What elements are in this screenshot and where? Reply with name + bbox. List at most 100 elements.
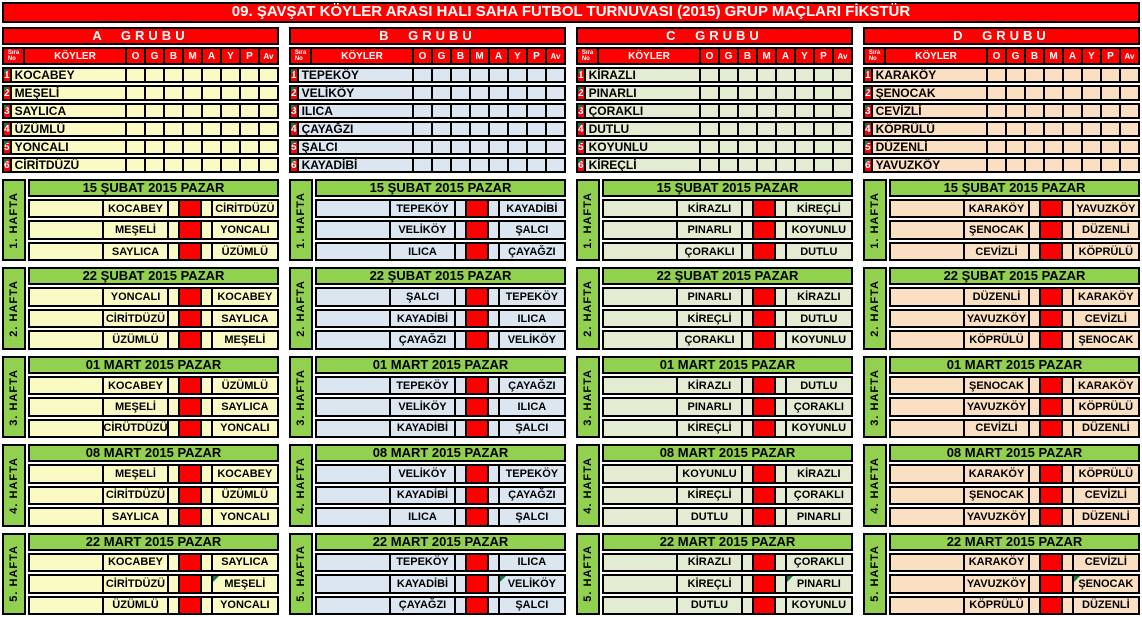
- away-score-cell: [199, 466, 211, 482]
- stat-cell-p: [526, 87, 545, 99]
- match-date-header: 01 MART 2015 PAZAR: [315, 355, 566, 374]
- empty-cell: [604, 554, 677, 571]
- stat-cell-av: [258, 141, 277, 153]
- empty-cell: [604, 487, 677, 504]
- empty-cell: [604, 377, 677, 394]
- stat-cell-g: [144, 69, 163, 81]
- away-score-cell: [1060, 377, 1072, 394]
- stat-cell-av: [832, 159, 851, 171]
- stat-cell-av: [832, 141, 851, 153]
- stat-cell-y: [507, 105, 526, 117]
- empty-cell: [30, 243, 103, 260]
- home-team-cell: YONCALI: [102, 289, 167, 305]
- col-header-koyler: KÖYLER: [597, 49, 699, 63]
- stat-cell-g: [1005, 87, 1024, 99]
- sira-label: Sıra: [868, 50, 881, 56]
- away-score-cell: [486, 554, 498, 571]
- match-row: ÜZÜMLÜ YONCALI: [28, 595, 279, 615]
- home-team-cell: KÖPRÜLÜ: [963, 332, 1028, 348]
- stat-cell-g: [1005, 141, 1024, 153]
- stat-cell-p: [1100, 123, 1119, 135]
- week-label-column: 4. HAFTA: [863, 444, 887, 527]
- standings-team-row: 5 YONCALI: [2, 139, 279, 155]
- home-score-cell: [166, 289, 178, 305]
- week-body: 22 MART 2015 PAZAR KOCABEY SAYLICA CİRİT…: [28, 532, 279, 615]
- home-score-cell: [453, 377, 465, 394]
- home-score-cell: [740, 310, 752, 327]
- match-row: ÇAYAĞZI VELİKÖY: [315, 330, 566, 350]
- stat-cell-a: [201, 123, 220, 135]
- away-team-cell: DUTLU: [784, 310, 851, 327]
- match-row: YAVUZKÖY CEVİZLİ: [889, 308, 1140, 329]
- home-score-cell: [453, 554, 465, 571]
- week-label-column: 1. HAFTA: [289, 179, 313, 262]
- away-score-cell: [773, 201, 785, 217]
- home-score-cell: [740, 597, 752, 613]
- stat-cell-m: [1043, 105, 1062, 117]
- stat-cell-av: [545, 159, 564, 171]
- home-team-cell: MEŞELİ: [102, 466, 167, 482]
- team-name-cell: ŞENOCAK: [870, 87, 986, 99]
- col-header-koyler: KÖYLER: [884, 49, 986, 63]
- col-header-av: Av: [545, 49, 564, 63]
- away-score-cell: [1060, 289, 1072, 305]
- match-row: YAVUZKÖY KÖPRÜLÜ: [889, 397, 1140, 417]
- stat-cell-o: [699, 141, 718, 153]
- score-separator-cell: [1038, 310, 1061, 327]
- col-header-p: P: [239, 49, 258, 63]
- away-score-cell: [1060, 597, 1072, 613]
- stat-cell-b: [737, 123, 756, 135]
- col-header-b: B: [450, 49, 469, 63]
- standings-team-row: 6 YAVUZKÖY: [863, 157, 1140, 173]
- stat-cell-av: [1119, 87, 1138, 99]
- away-team-cell: KİRAZLI: [784, 289, 851, 305]
- week-label: 2. HAFTA: [295, 280, 307, 337]
- home-score-cell: [740, 377, 752, 394]
- empty-cell: [30, 576, 103, 592]
- col-header-m: M: [1043, 49, 1062, 63]
- home-team-cell: KAYADİBİ: [389, 487, 454, 504]
- standings-team-row: 1 KOCABEY: [2, 67, 279, 83]
- stat-cell-y: [507, 159, 526, 171]
- empty-cell: [604, 332, 677, 348]
- away-score-cell: [1060, 576, 1072, 592]
- score-separator-cell: [1038, 289, 1061, 305]
- match-row: ILICA ŞALCI: [315, 507, 566, 527]
- score-separator-cell: [751, 420, 774, 437]
- score-separator-cell: [751, 466, 774, 482]
- away-team-cell: ILICA: [497, 554, 564, 571]
- away-team-cell: YONCALI: [210, 597, 277, 613]
- empty-cell: [604, 243, 677, 260]
- stat-cell-m: [756, 159, 775, 171]
- away-score-cell: [773, 310, 785, 327]
- week-label: 4. HAFTA: [8, 457, 20, 514]
- stat-cell-y: [794, 123, 813, 135]
- match-row: KARAKÖY KÖPRÜLÜ: [889, 464, 1140, 484]
- stat-cell-m: [469, 159, 488, 171]
- week-label: 1. HAFTA: [8, 191, 20, 249]
- match-row: DÜZENLİ KARAKÖY: [889, 287, 1140, 307]
- home-score-cell: [740, 222, 752, 238]
- home-team-cell: KİREÇLİ: [676, 487, 741, 504]
- home-team-cell: CEVİZLİ: [963, 420, 1028, 437]
- score-separator-cell: [1038, 377, 1061, 394]
- score-separator-cell: [1038, 420, 1061, 437]
- empty-cell: [891, 332, 964, 348]
- stat-cell-y: [1081, 87, 1100, 99]
- home-score-cell: [740, 487, 752, 504]
- away-team-cell: KOYUNLU: [784, 222, 851, 238]
- match-date-header: 15 ŞUBAT 2015 PAZAR: [315, 179, 566, 197]
- team-rank-cell: 3: [4, 105, 10, 117]
- away-team-cell: KÖPRÜLÜ: [1071, 466, 1138, 482]
- team-rank-cell: 5: [865, 141, 871, 153]
- score-separator-cell: [177, 201, 200, 217]
- stat-cell-p: [526, 159, 545, 171]
- match-row: CİRÜTDÜZÜ YONCALI: [28, 418, 279, 439]
- standings-header-row: Sıra No KÖYLER O G B M A Y P Av: [576, 47, 853, 65]
- stat-cell-p: [239, 141, 258, 153]
- week-label: 5. HAFTA: [582, 545, 594, 603]
- home-score-cell: [1027, 466, 1039, 482]
- team-rank-cell: 2: [291, 87, 297, 99]
- home-team-cell: YAVUZKÖY: [963, 310, 1028, 327]
- week-label: 5. HAFTA: [869, 545, 881, 603]
